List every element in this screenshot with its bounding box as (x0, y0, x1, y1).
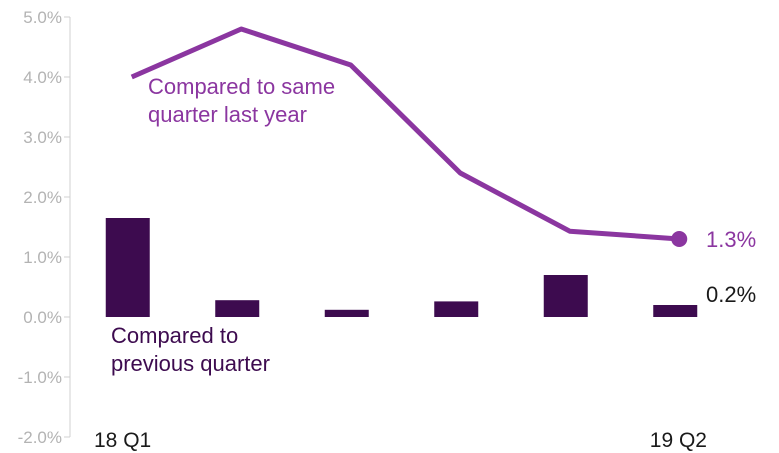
y-tick-label: 1.0% (23, 248, 62, 267)
bar-18-q2 (215, 300, 260, 317)
line-end-label: 1.3% (706, 227, 756, 252)
bars (105, 218, 698, 317)
y-tick-label: -1.0% (18, 368, 62, 387)
x-tick-label: 18 Q1 (94, 429, 151, 452)
annotation-yoy: Compared to same quarter last year (148, 74, 335, 127)
bar-18-q3 (324, 309, 369, 317)
bar-19-q2 (653, 305, 698, 317)
bar-18-q1 (105, 218, 150, 317)
y-axis: 5.0% 4.0% 3.0% 2.0% 1.0% 0.0% -1.0% -2.0% (18, 8, 71, 447)
annotation-line: Compared to same (148, 74, 335, 99)
y-tick-label: -2.0% (18, 428, 62, 447)
annotation-line: previous quarter (111, 351, 270, 376)
y-tick-label: 0.0% (23, 308, 62, 327)
line-yoy (130, 26, 680, 242)
line-series (130, 26, 688, 247)
annotation-line: quarter last year (148, 102, 307, 127)
y-tick-label: 3.0% (23, 128, 62, 147)
y-tick-label: 4.0% (23, 68, 62, 87)
bar-18-q4 (434, 301, 479, 317)
x-axis: 18 Q1 19 Q2 (94, 429, 707, 452)
line-end-marker (671, 231, 688, 247)
bar-19-q1 (543, 275, 588, 317)
y-tick-label: 5.0% (23, 8, 62, 27)
annotations: 1.3% 0.2% Compared to same quarter last yea… (111, 74, 756, 376)
annotation-line: Compared to (111, 323, 238, 348)
y-tick-label: 2.0% (23, 188, 62, 207)
bar-end-label: 0.2% (706, 282, 756, 307)
annotation-qoq: Compared to previous quarter (111, 323, 270, 376)
x-tick-label: 19 Q2 (650, 429, 707, 452)
